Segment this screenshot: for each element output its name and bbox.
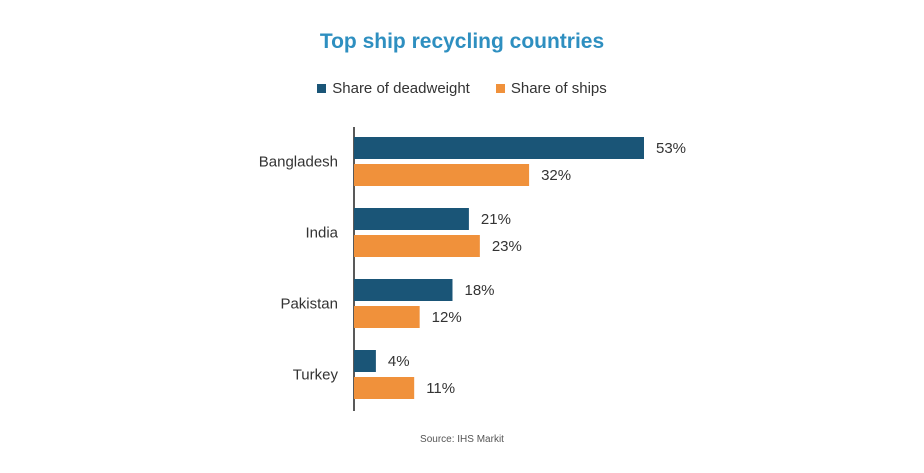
bar-turkey-ships [354,377,415,399]
data-label-india-deadweight: 21% [481,211,511,228]
data-label-india-ships: 23% [492,238,522,255]
bar-pakistan-ships [354,306,420,328]
legend-item-ships: Share of ships [495,80,607,97]
chart-source: Source: IHS Markit [420,434,504,445]
bar-india-deadweight [354,208,469,230]
legend-swatch-deadweight [317,84,327,93]
data-label-bangladesh-deadweight: 53% [656,140,686,157]
chart-title: Top ship recycling countries [319,30,605,53]
data-label-bangladesh-ships: 32% [541,167,571,184]
category-label-pakistan: Pakistan [280,296,338,313]
category-label-india: India [305,225,338,242]
legend-label-ships: Share of ships [510,80,607,97]
category-label-bangladesh: Bangladesh [259,154,338,171]
bar-turkey-deadweight [354,350,376,372]
bar-bangladesh-deadweight [354,137,644,159]
legend-label-deadweight: Share of deadweight [332,80,470,97]
bar-india-ships [354,235,480,257]
bar-bangladesh-ships [354,164,530,186]
data-label-turkey-ships: 11% [426,380,455,397]
data-label-turkey-deadweight: 4% [388,353,410,370]
category-label-turkey: Turkey [293,367,339,384]
legend-swatch-ships [495,84,505,93]
legend-item-deadweight: Share of deadweight [317,80,470,97]
bar-pakistan-deadweight [354,279,453,301]
chart-legend: Share of deadweight Share of ships [0,80,924,97]
data-label-pakistan-ships: 12% [432,309,462,326]
data-label-pakistan-deadweight: 18% [464,282,494,299]
